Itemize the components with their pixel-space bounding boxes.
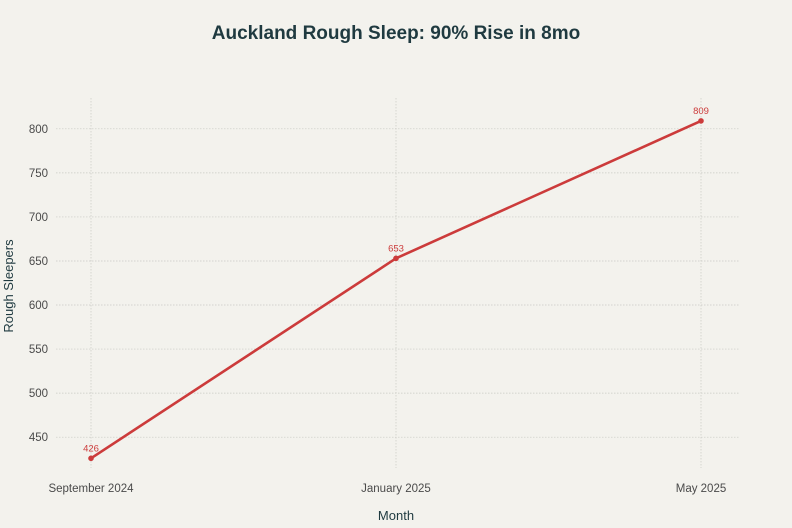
data-label: 653 [388,243,404,254]
data-labels: 426 653 809 [83,106,709,454]
x-tick-label: January 2025 [361,483,431,495]
y-tick-label: 550 [29,344,48,356]
x-axis-ticks: September 2024 January 2025 May 2025 [48,483,726,495]
y-tick-label: 800 [29,124,48,136]
chart-title: Auckland Rough Sleep: 90% Rise in 8mo [212,23,580,44]
data-label: 426 [83,443,99,454]
y-tick-label: 450 [29,432,48,444]
y-axis-title: Rough Sleepers [1,239,16,333]
y-tick-label: 750 [29,168,48,180]
y-tick-label: 700 [29,212,48,224]
data-point [88,455,94,462]
y-tick-label: 500 [29,388,48,400]
data-point [698,118,704,124]
x-tick-label: September 2024 [48,483,134,495]
x-tick-label: May 2025 [676,483,727,495]
y-tick-label: 650 [29,256,48,268]
data-point [393,255,399,262]
y-tick-label: 600 [29,300,48,312]
x-axis-title: Month [378,508,414,523]
y-axis-ticks: 450 500 550 600 650 700 750 800 [29,124,48,444]
grid [56,98,740,468]
data-label: 809 [693,106,709,117]
data-points [88,118,704,462]
